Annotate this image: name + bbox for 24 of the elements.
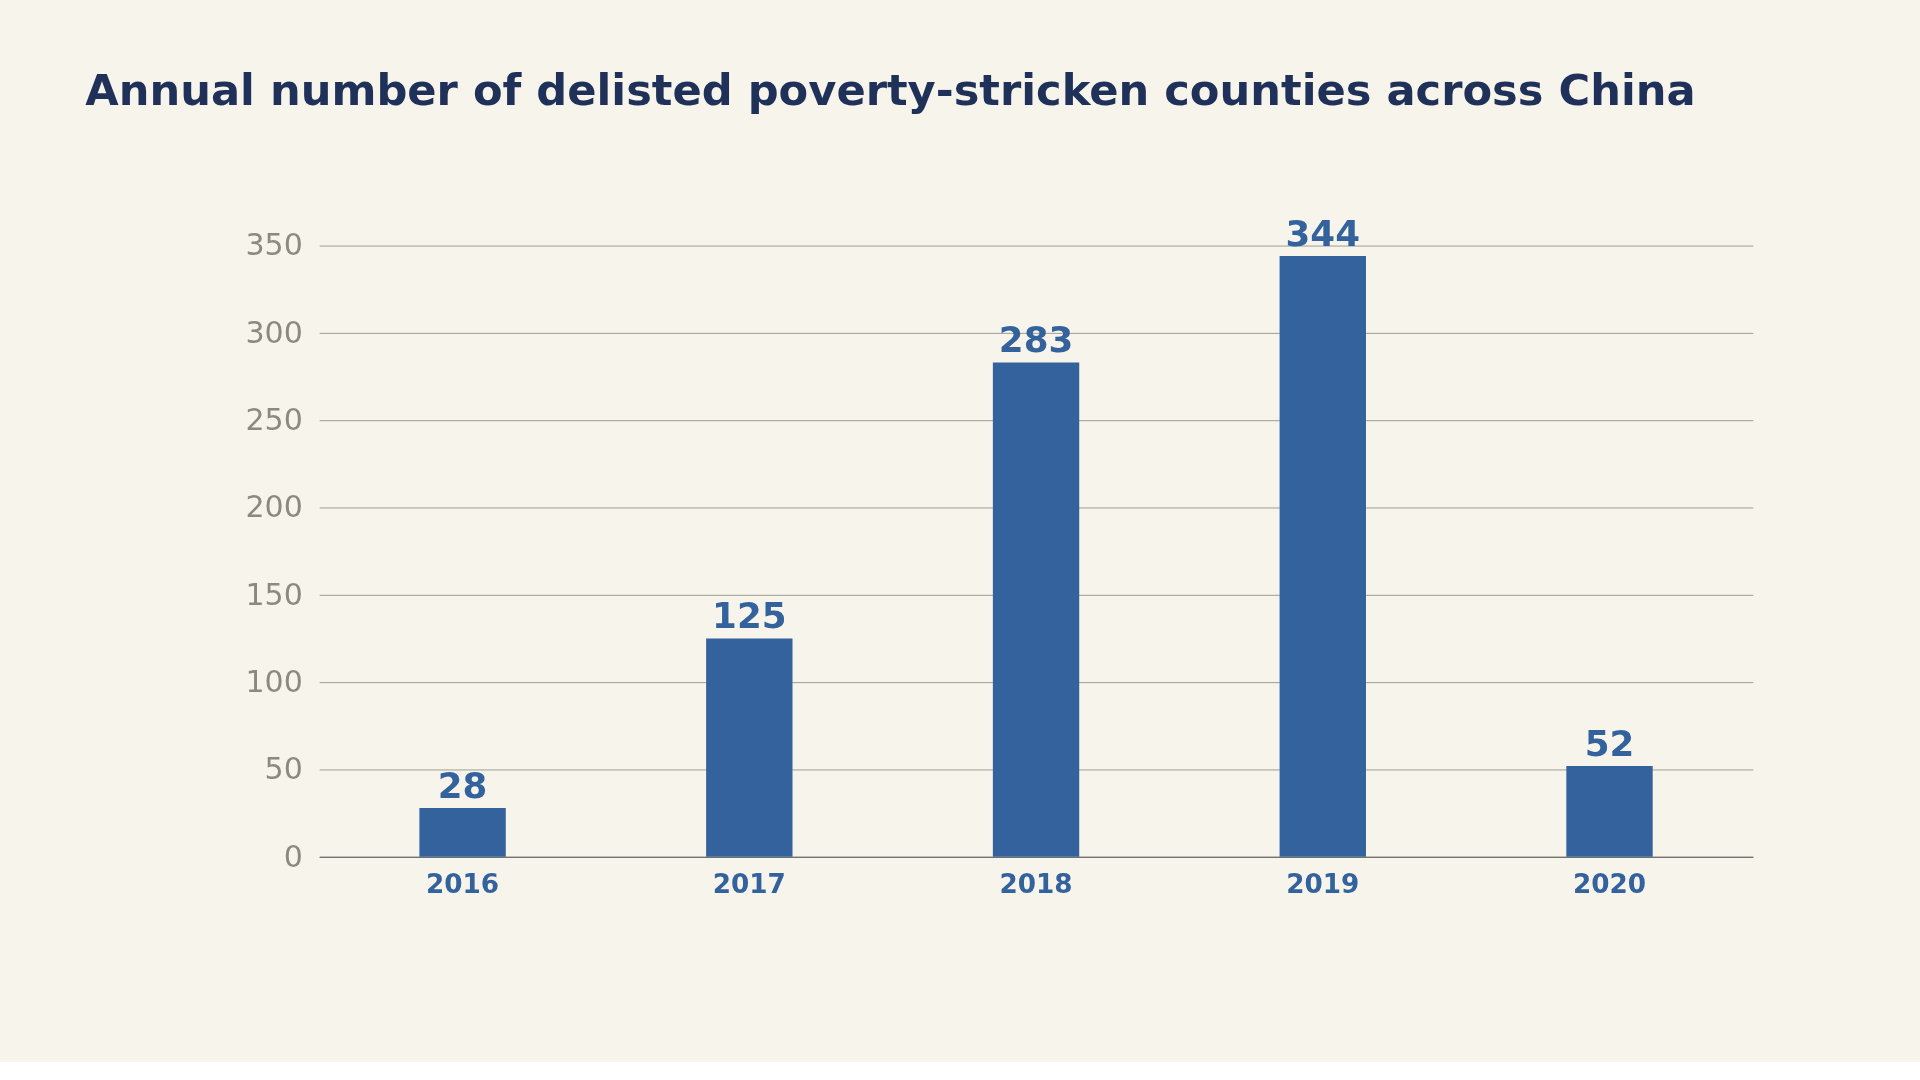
bar [706,638,793,857]
y-tick-label: 250 [245,402,303,438]
data-label: 52 [1584,722,1635,764]
data-label: 344 [1285,212,1360,254]
x-tick-label: 2018 [999,868,1073,899]
data-label: 283 [998,319,1074,361]
y-tick-label: 150 [245,576,303,612]
data-label: 125 [712,595,787,637]
x-tick-label: 2016 [426,868,500,899]
chart-title: Annual number of delisted poverty-stricken counties across China [85,64,1696,115]
data-label: 28 [437,764,488,806]
x-tick-label: 2020 [1572,868,1647,899]
x-tick-label: 2017 [712,868,786,899]
x-tick-label: 2019 [1286,868,1360,899]
y-tick-label: 100 [245,664,303,700]
y-tick-label: 350 [245,227,303,263]
y-tick-label: 50 [264,751,303,787]
y-tick-label: 200 [245,489,303,525]
bar [1279,256,1366,857]
y-tick-label: 0 [283,838,303,874]
bar [419,807,506,857]
bar [992,362,1080,857]
bar [1566,765,1653,857]
y-tick-label: 300 [245,314,303,350]
